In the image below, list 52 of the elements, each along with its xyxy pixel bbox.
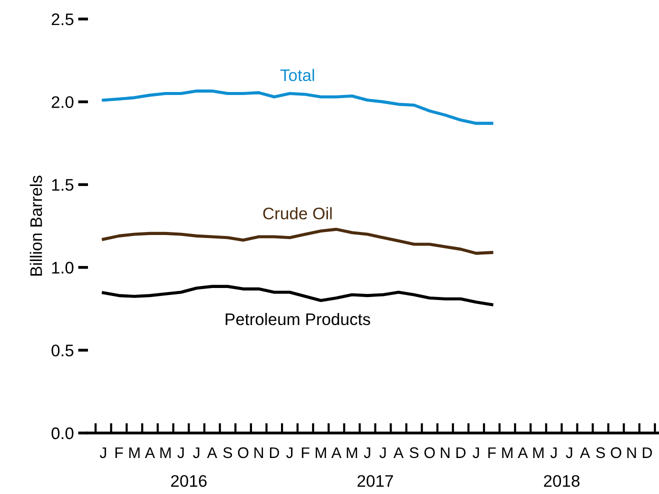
x-tick-label: A (580, 447, 590, 458)
x-tick-label: N (627, 447, 636, 458)
x-tick-label: A (393, 447, 404, 458)
x-tick-label: O (238, 447, 248, 458)
x-tick-label: F (302, 447, 310, 458)
x-tick-label: J (472, 447, 479, 458)
x-tick-label: O (424, 447, 435, 458)
y-tick-label: 0.0 (52, 427, 74, 440)
x-tick-label: A (207, 447, 218, 458)
x-tick-label: S (596, 447, 605, 458)
line-series (102, 90, 494, 125)
x-tick-label: N (254, 447, 263, 458)
x-tick-label: J (177, 447, 184, 458)
x-tick-label: A (518, 447, 528, 458)
y-tick-label: 2.0 (52, 96, 74, 108)
x-tick-label: S (223, 447, 232, 458)
x-tick-label: M (533, 447, 544, 458)
x-tick-label: M (160, 447, 171, 458)
x-tick-label: M (502, 447, 512, 458)
series-label: Crude Oil (263, 207, 332, 220)
x-tick-label: F (488, 447, 496, 458)
text: 2016 (171, 475, 207, 487)
line-series (102, 284, 494, 306)
x-tick-label: J (379, 447, 386, 458)
series-label: Petroleum Products (226, 312, 370, 326)
x-tick-label: J (100, 447, 106, 458)
y-tick-label: 0.5 (52, 344, 74, 356)
x-tick-label: J (364, 447, 370, 458)
x-tick-label: J (550, 447, 557, 458)
y-tick-label: 1.0 (52, 262, 74, 274)
y-tick-label: 1.5 (52, 179, 74, 191)
y-axis-title: Billion Barrels (30, 176, 42, 276)
text: 2017 (358, 475, 393, 487)
y-tick-label: 2.5 (52, 13, 74, 26)
x-tick-label: J (286, 447, 292, 458)
x-tick-label: S (410, 447, 418, 458)
series-label: Total (280, 68, 314, 82)
x-tick-label: M (346, 447, 358, 458)
x-tick-label: J (566, 447, 572, 458)
x-tick-label: J (192, 447, 200, 458)
line-series (102, 228, 494, 255)
x-tick-label: N (440, 447, 450, 458)
x-tick-label: D (642, 447, 652, 458)
x-tick-label: F (115, 447, 123, 458)
x-tick-label: D (270, 447, 280, 458)
x-tick-label: A (144, 447, 156, 458)
x-tick-label: M (129, 447, 140, 458)
x-tick-label: D (456, 447, 466, 458)
text: 2018 (544, 475, 580, 487)
x-tick-label: M (316, 447, 326, 458)
x-tick-label: A (331, 447, 342, 458)
x-tick-label: O (610, 447, 622, 458)
